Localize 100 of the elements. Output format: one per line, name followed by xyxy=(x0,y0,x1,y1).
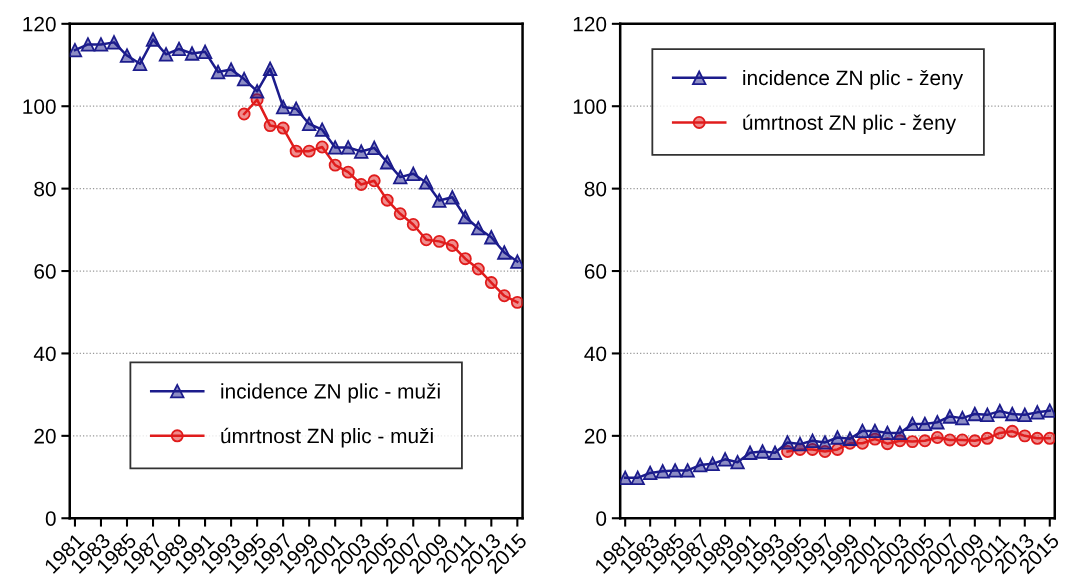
point xyxy=(842,431,858,446)
point xyxy=(393,207,407,221)
point xyxy=(106,35,122,50)
point xyxy=(262,61,278,76)
point xyxy=(1017,407,1032,422)
y-tick-label: 40 xyxy=(33,346,56,362)
point xyxy=(620,470,633,486)
point xyxy=(980,431,994,445)
point xyxy=(275,99,291,115)
y-tick-label: 20 xyxy=(34,428,56,444)
point xyxy=(237,107,251,121)
point xyxy=(393,169,408,185)
point xyxy=(367,174,381,188)
point xyxy=(288,101,304,116)
point xyxy=(80,37,96,52)
legend-label: úmrtnost ZN plic - ženy xyxy=(743,114,957,135)
point xyxy=(458,252,472,266)
point xyxy=(717,452,733,467)
point xyxy=(341,165,355,179)
point xyxy=(132,56,148,71)
point xyxy=(905,416,920,432)
point xyxy=(892,425,908,441)
point xyxy=(992,403,1007,419)
point xyxy=(497,245,512,260)
y-tick-label: 0 xyxy=(596,511,607,527)
point xyxy=(905,435,919,449)
point xyxy=(458,209,473,225)
point xyxy=(406,166,421,181)
point xyxy=(1005,406,1020,422)
y-tick-label: 60 xyxy=(584,264,607,279)
point xyxy=(497,289,511,303)
point xyxy=(630,470,645,486)
point xyxy=(967,406,982,422)
point xyxy=(328,158,342,172)
point xyxy=(817,435,833,450)
point xyxy=(69,43,83,58)
y-tick-label: 20 xyxy=(584,428,607,444)
point xyxy=(419,175,434,190)
point xyxy=(93,37,109,52)
y-tick-label: 0 xyxy=(45,511,56,527)
point xyxy=(158,47,174,62)
point xyxy=(236,71,252,87)
point xyxy=(197,44,213,59)
point xyxy=(1030,405,1045,420)
point xyxy=(184,46,200,61)
point xyxy=(692,457,708,473)
legend-label: incidence ZN plic - ženy xyxy=(743,69,964,90)
point xyxy=(968,434,982,448)
y-tick-label: 80 xyxy=(34,181,56,197)
point xyxy=(993,426,1007,440)
point xyxy=(780,435,795,450)
point xyxy=(655,464,670,479)
point xyxy=(223,62,239,77)
point xyxy=(328,140,343,155)
point xyxy=(263,119,277,133)
point xyxy=(445,190,460,205)
y-tick-label: 60 xyxy=(34,264,56,279)
point xyxy=(830,430,845,445)
point xyxy=(432,234,446,248)
y-tick-label: 100 xyxy=(573,99,607,114)
point xyxy=(855,436,869,450)
point xyxy=(755,444,770,459)
legend-label: úmrtnost ZN plic - muži xyxy=(221,427,433,448)
point xyxy=(705,456,720,472)
point xyxy=(432,193,447,208)
point xyxy=(510,254,523,269)
point xyxy=(1043,431,1055,445)
point xyxy=(380,193,394,207)
point xyxy=(315,122,330,137)
legend-label: incidence ZN plic - muži xyxy=(221,383,440,403)
point xyxy=(918,434,932,448)
point xyxy=(792,436,808,452)
point xyxy=(855,423,870,439)
point xyxy=(955,433,969,447)
point xyxy=(867,423,883,439)
point xyxy=(917,416,933,432)
point xyxy=(643,465,658,481)
point xyxy=(367,140,382,155)
point xyxy=(680,463,695,478)
point xyxy=(354,144,369,159)
point xyxy=(942,409,958,424)
point xyxy=(805,433,820,448)
point xyxy=(276,121,290,135)
point xyxy=(119,48,135,63)
point xyxy=(471,221,486,236)
point xyxy=(1042,403,1055,418)
point xyxy=(1018,429,1032,443)
point xyxy=(484,230,499,245)
point xyxy=(145,32,161,47)
point xyxy=(1005,424,1019,438)
point xyxy=(341,140,356,155)
point xyxy=(980,407,995,422)
point xyxy=(302,144,316,158)
point xyxy=(742,445,758,460)
point xyxy=(1030,431,1044,445)
y-tick-label: 120 xyxy=(23,16,56,32)
y-tick-label: 40 xyxy=(584,346,607,362)
point xyxy=(171,41,187,57)
point xyxy=(880,425,895,441)
point xyxy=(471,262,485,276)
